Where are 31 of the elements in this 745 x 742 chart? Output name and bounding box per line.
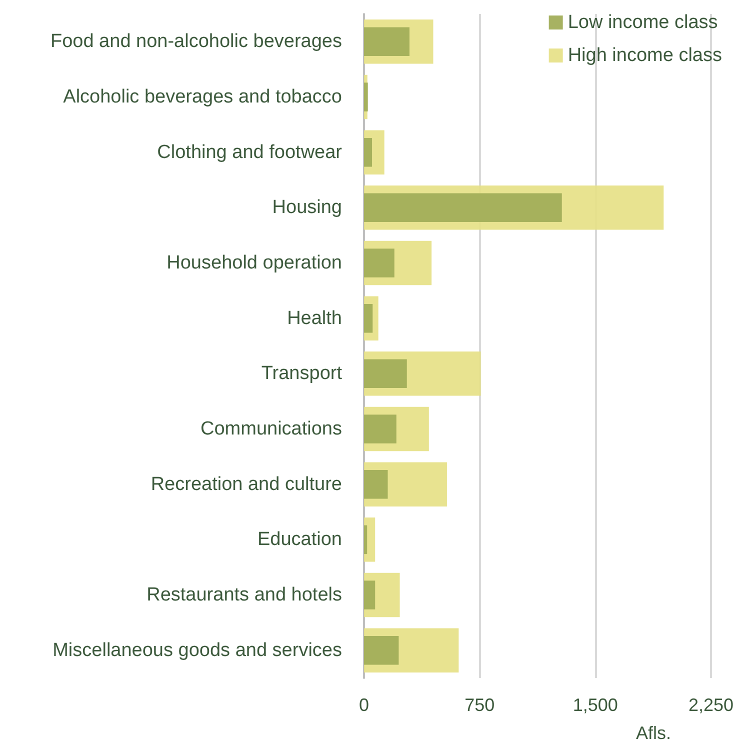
bar — [364, 193, 562, 222]
x-tick-label: 0 — [358, 695, 370, 715]
y-tick-label: Miscellaneous goods and services — [52, 640, 342, 661]
bar — [364, 248, 394, 278]
bar — [364, 304, 373, 333]
y-tick-label: Alcoholic beverages and tobacco — [63, 86, 342, 108]
y-tick-label: Transport — [261, 363, 343, 384]
y-tick-label: Clothing and footwear — [157, 142, 343, 163]
y-tick-label: Restaurants and hotels — [146, 584, 342, 606]
y-tick-label: Housing — [272, 197, 342, 218]
y-tick-label: Education — [257, 529, 342, 550]
y-tick-label: Health — [287, 308, 342, 329]
bar — [364, 525, 368, 554]
x-axis-title: Afls. — [636, 723, 671, 742]
y-tick-label: Food and non-alcoholic beverages — [50, 31, 342, 52]
bar — [364, 636, 399, 665]
bar — [364, 580, 376, 610]
x-tick-label: 2,250 — [688, 695, 734, 715]
bar — [364, 27, 410, 56]
y-tick-label: Communications — [200, 418, 342, 440]
y-tick-label: Household operation — [166, 252, 342, 274]
bar — [364, 82, 368, 112]
x-tick-label: 1,500 — [572, 695, 618, 715]
x-tick-label: 750 — [464, 695, 495, 715]
legend-label: High income class — [568, 45, 722, 66]
bar — [364, 359, 407, 388]
bar — [364, 470, 388, 499]
y-tick-label: Recreation and culture — [150, 474, 342, 495]
bar — [364, 414, 396, 444]
legend-label: Low income class — [568, 12, 718, 33]
bar — [364, 138, 372, 167]
